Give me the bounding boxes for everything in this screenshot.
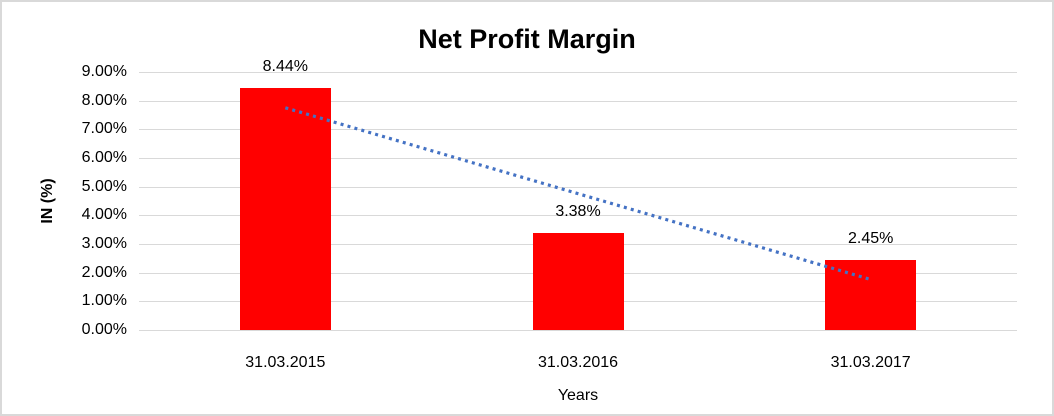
trendline: [284, 106, 872, 282]
y-tick-label: 5.00%: [81, 177, 127, 195]
y-tick-label: 2.00%: [81, 263, 127, 281]
gridline: [139, 129, 1017, 131]
y-tick-label: 6.00%: [81, 149, 127, 166]
gridline: [139, 330, 1017, 331]
x-tick-label: 31.03.2015: [245, 354, 326, 371]
y-axis-title-text: IN (%): [39, 178, 56, 224]
y-tick-label: 3.00%: [81, 235, 127, 252]
gridline: [139, 72, 1017, 73]
data-label: 8.44%: [262, 58, 309, 76]
y-tick-label: 8.00%: [81, 91, 127, 109]
x-tick-label: 31.03.2016: [537, 354, 619, 371]
data-label: 3.38%: [555, 203, 601, 221]
y-tick-label: 0.00%: [81, 321, 127, 338]
chart-title: Net Profit Margin: [418, 24, 636, 54]
bar-31.03.2015: [239, 88, 331, 330]
bar-31.03.2016: [532, 233, 624, 330]
gridline: [139, 215, 1017, 217]
x-tick-label: 31.03.2017: [830, 354, 911, 371]
x-axis-title: Years: [557, 387, 599, 404]
trendline-segment: [284, 106, 872, 282]
gridline: [139, 100, 1017, 102]
data-label: 2.45%: [847, 229, 894, 247]
y-tick-label: 4.00%: [81, 206, 127, 224]
y-tick-label: 1.00%: [81, 292, 127, 310]
plot-area: 8.44% 3.38% 2.45%: [139, 58, 1017, 331]
gridline: [139, 186, 1017, 188]
y-tick-label: 7.00%: [81, 120, 127, 138]
gridline: [139, 158, 1017, 159]
y-tick-label: 9.00%: [81, 63, 127, 80]
